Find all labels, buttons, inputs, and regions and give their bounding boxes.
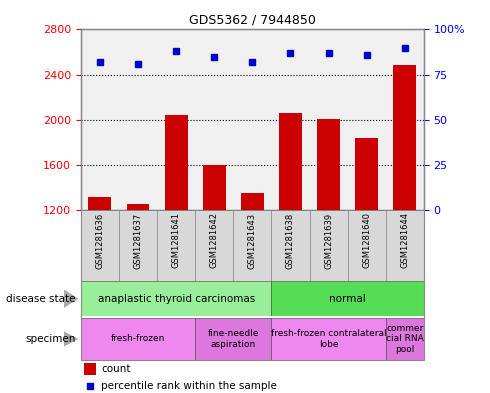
Text: percentile rank within the sample: percentile rank within the sample	[101, 381, 277, 391]
Bar	[157, 210, 195, 281]
Bar	[386, 210, 424, 281]
Bar	[310, 210, 347, 281]
Bar	[317, 119, 340, 210]
Bar	[195, 318, 271, 360]
Bar	[271, 210, 310, 281]
Polygon shape	[64, 289, 78, 308]
Title: GDS5362 / 7944850: GDS5362 / 7944850	[189, 14, 316, 27]
Bar	[233, 210, 271, 281]
Text: GSM1281641: GSM1281641	[172, 212, 181, 268]
Bar	[203, 165, 226, 210]
Text: count: count	[101, 364, 131, 374]
Bar	[271, 318, 386, 360]
Text: fine-needle
aspiration: fine-needle aspiration	[208, 329, 259, 349]
Bar	[126, 204, 149, 210]
Text: fresh-frozen contralateral
lobe: fresh-frozen contralateral lobe	[271, 329, 387, 349]
Bar	[241, 193, 264, 210]
Text: specimen: specimen	[25, 334, 76, 344]
Text: anaplastic thyroid carcinomas: anaplastic thyroid carcinomas	[98, 294, 255, 304]
Text: GSM1281642: GSM1281642	[210, 212, 219, 268]
Bar	[271, 281, 424, 316]
Polygon shape	[64, 331, 78, 347]
Bar	[165, 116, 188, 210]
Bar	[355, 138, 378, 210]
Text: GSM1281643: GSM1281643	[248, 212, 257, 268]
Bar	[195, 210, 233, 281]
Text: GSM1281637: GSM1281637	[133, 212, 143, 269]
Text: disease state: disease state	[6, 294, 76, 304]
Text: commer
cial RNA
pool: commer cial RNA pool	[386, 324, 424, 354]
Bar	[89, 196, 111, 210]
Bar	[386, 318, 424, 360]
Bar	[81, 281, 271, 316]
Bar	[119, 210, 157, 281]
Text: GSM1281640: GSM1281640	[362, 212, 371, 268]
Bar	[347, 210, 386, 281]
Bar	[84, 363, 96, 375]
Bar	[81, 210, 119, 281]
Text: GSM1281639: GSM1281639	[324, 212, 333, 268]
Text: normal: normal	[329, 294, 366, 304]
Bar	[393, 64, 416, 210]
Text: GSM1281644: GSM1281644	[400, 212, 409, 268]
Bar	[279, 113, 302, 210]
Text: fresh-frozen: fresh-frozen	[111, 334, 165, 343]
Text: GSM1281638: GSM1281638	[286, 212, 295, 269]
Bar	[81, 318, 195, 360]
Text: GSM1281636: GSM1281636	[96, 212, 104, 269]
